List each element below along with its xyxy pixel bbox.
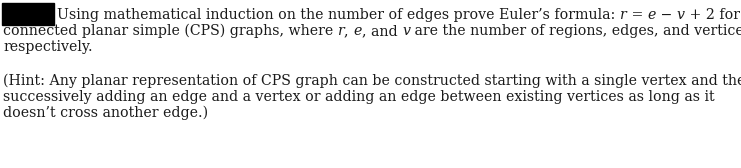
Text: v: v: [677, 8, 685, 22]
Text: connected planar simple (CPS) graphs, where: connected planar simple (CPS) graphs, wh…: [3, 24, 338, 38]
Text: are the number of regions, edges, and vertices,: are the number of regions, edges, and ve…: [410, 24, 741, 38]
Text: doesn’t cross another edge.): doesn’t cross another edge.): [3, 106, 208, 120]
Text: Using mathematical induction on the number of edges prove Euler’s formula:: Using mathematical induction on the numb…: [57, 8, 620, 22]
Text: + 2 for: + 2 for: [685, 8, 740, 22]
Text: respectively.: respectively.: [3, 40, 93, 54]
Text: r: r: [338, 24, 345, 38]
Text: (Hint: Any planar representation of CPS graph can be constructed starting with a: (Hint: Any planar representation of CPS …: [3, 74, 741, 88]
Text: =: =: [627, 8, 648, 22]
Text: successively adding an edge and a vertex or adding an edge between existing vert: successively adding an edge and a vertex…: [3, 90, 714, 104]
Text: e: e: [353, 24, 362, 38]
Bar: [2, 3, 54, 25]
Text: −: −: [656, 8, 677, 22]
Text: , and: , and: [362, 24, 402, 38]
Text: ,: ,: [345, 24, 353, 38]
Text: e: e: [648, 8, 656, 22]
Text: v: v: [402, 24, 410, 38]
Text: r: r: [620, 8, 627, 22]
